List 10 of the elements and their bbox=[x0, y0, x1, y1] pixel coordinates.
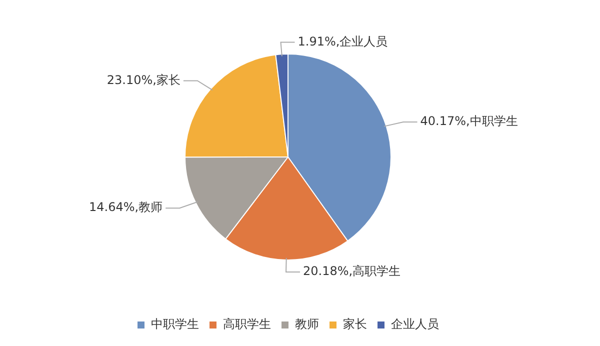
legend-label: 企业人员 bbox=[391, 317, 439, 332]
legend-label: 教师 bbox=[295, 317, 319, 332]
legend-label: 中职学生 bbox=[151, 317, 199, 332]
data-label: 40.17%,中职学生 bbox=[420, 114, 518, 128]
legend-label: 家长 bbox=[343, 317, 367, 332]
data-label: 14.64%,教师 bbox=[89, 200, 163, 214]
data-label: 20.18%,高职学生 bbox=[303, 264, 401, 278]
legend-label: 高职学生 bbox=[223, 317, 271, 332]
data-label: 1.91%,企业人员 bbox=[298, 34, 388, 48]
data-label: 23.10%,家长 bbox=[106, 72, 180, 87]
